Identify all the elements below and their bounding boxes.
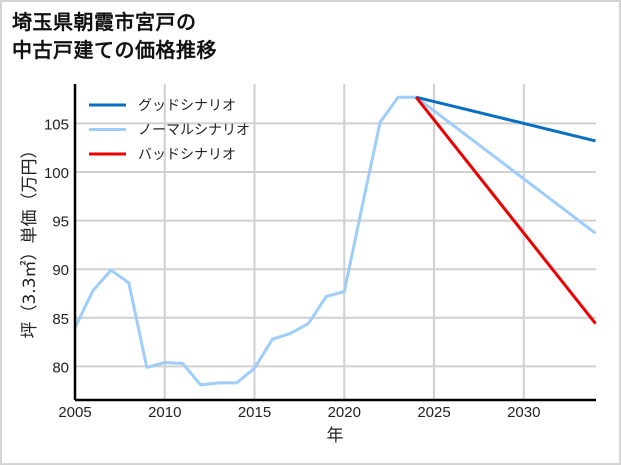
y-tick-label: 100	[44, 165, 69, 182]
y-axis-label: 坪（3.3㎡）単価（万円）	[20, 141, 40, 338]
series-line	[73, 95, 597, 387]
y-tick-label: 85	[52, 311, 69, 328]
y-tick-label: 105	[44, 116, 69, 133]
chart-title: 埼玉県朝霞市宮戸の 中古戸建ての価格推移	[12, 8, 217, 64]
y-tick-label: 90	[52, 262, 69, 279]
legend-label: ノーマルシナリオ	[138, 123, 250, 139]
series-line	[414, 96, 597, 325]
axes	[73, 84, 596, 402]
legend-label: バッドシナリオ	[138, 147, 236, 163]
chart-title-line1: 埼玉県朝霞市宮戸の	[12, 10, 197, 34]
legend-label: グッドシナリオ	[138, 98, 236, 114]
x-tick-label: 2010	[148, 404, 181, 421]
y-tick-labels: 80 85 90 95 100 105	[44, 116, 69, 376]
x-tick-label: 2015	[238, 404, 271, 421]
x-axis-label: 年	[327, 426, 344, 446]
y-tick-label: 95	[52, 214, 69, 231]
x-tick-label: 2030	[507, 404, 540, 421]
x-tick-label: 2025	[417, 404, 450, 421]
data-lines	[73, 95, 597, 387]
chart-title-line2: 中古戸建ての価格推移	[12, 38, 217, 62]
x-tick-label: 2020	[328, 404, 361, 421]
x-tick-labels: 2005 2010 2015 2020 2025 2030	[58, 404, 540, 421]
x-tick-label: 2005	[58, 404, 91, 421]
series-line	[415, 95, 596, 143]
y-tick-label: 80	[52, 359, 69, 376]
